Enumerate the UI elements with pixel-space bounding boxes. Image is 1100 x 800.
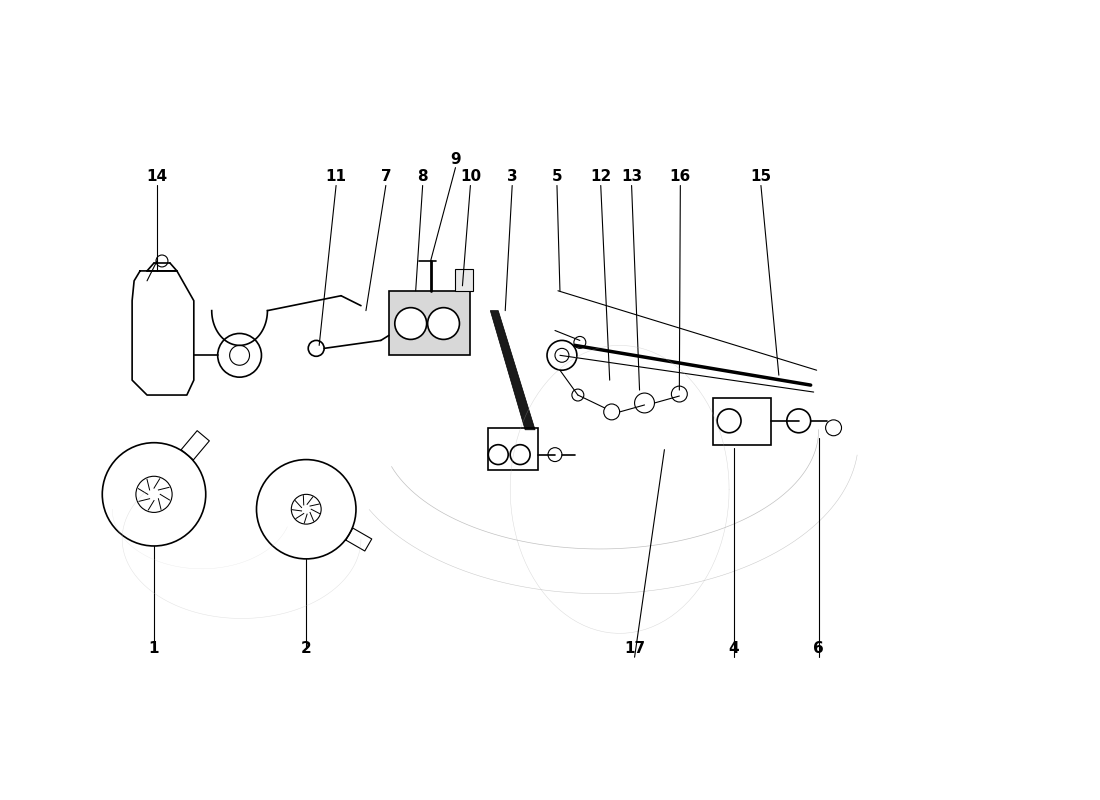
- Circle shape: [395, 308, 427, 339]
- Text: 11: 11: [326, 169, 346, 184]
- Text: 10: 10: [460, 169, 481, 184]
- Text: 1: 1: [148, 641, 159, 656]
- Bar: [455, 269, 473, 290]
- Text: 4: 4: [729, 641, 739, 656]
- Text: 15: 15: [750, 169, 771, 184]
- Text: 16: 16: [670, 169, 691, 184]
- Bar: [488, 428, 538, 470]
- Text: 12: 12: [590, 169, 612, 184]
- Bar: [713, 398, 771, 445]
- Text: 8: 8: [417, 169, 428, 184]
- Text: 6: 6: [813, 641, 824, 656]
- Text: 2: 2: [301, 641, 311, 656]
- Text: 14: 14: [146, 169, 167, 184]
- Polygon shape: [491, 310, 535, 430]
- Text: 3: 3: [507, 169, 517, 184]
- Text: 9: 9: [450, 152, 461, 167]
- Bar: [388, 290, 471, 355]
- Text: 7: 7: [381, 169, 392, 184]
- Text: 17: 17: [624, 641, 645, 656]
- Circle shape: [428, 308, 460, 339]
- Text: 13: 13: [621, 169, 642, 184]
- Text: 5: 5: [552, 169, 562, 184]
